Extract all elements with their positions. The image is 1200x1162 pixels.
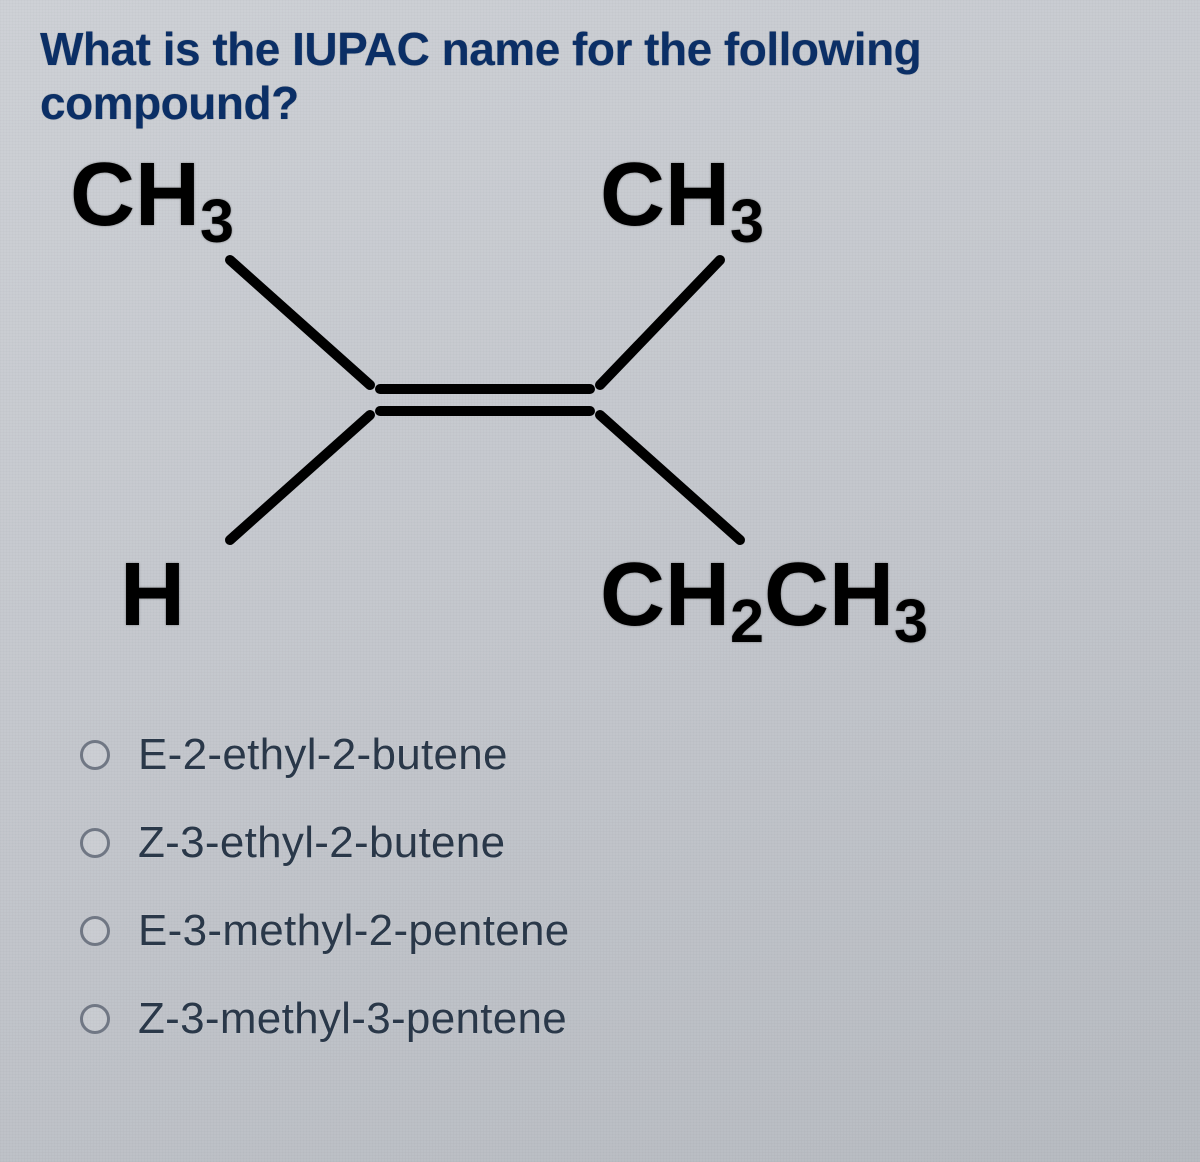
bond-top-left xyxy=(230,260,370,385)
atom-top-right: CH3 xyxy=(600,150,764,240)
option-b-label: Z-3-ethyl-2-butene xyxy=(138,818,505,868)
option-c[interactable]: E-3-methyl-2-pentene xyxy=(80,906,570,956)
option-d[interactable]: Z-3-methyl-3-pentene xyxy=(80,994,570,1044)
radio-icon[interactable] xyxy=(80,1004,110,1034)
atom-bottom-right: CH2CH3 xyxy=(600,550,928,640)
option-a[interactable]: E-2-ethyl-2-butene xyxy=(80,730,570,780)
question-text: What is the IUPAC name for the following… xyxy=(40,22,1170,130)
radio-icon[interactable] xyxy=(80,828,110,858)
option-d-label: Z-3-methyl-3-pentene xyxy=(138,994,567,1044)
radio-icon[interactable] xyxy=(80,740,110,770)
bond-bottom-left xyxy=(230,415,370,540)
option-b[interactable]: Z-3-ethyl-2-butene xyxy=(80,818,570,868)
radio-icon[interactable] xyxy=(80,916,110,946)
chemical-structure: CH3 CH3 H CH2CH3 xyxy=(60,150,1040,680)
answer-options: E-2-ethyl-2-butene Z-3-ethyl-2-butene E-… xyxy=(80,730,570,1082)
bond-bottom-right xyxy=(600,415,740,540)
option-a-label: E-2-ethyl-2-butene xyxy=(138,730,508,780)
atom-bottom-left: H xyxy=(120,550,185,640)
option-c-label: E-3-methyl-2-pentene xyxy=(138,906,570,956)
atom-top-left: CH3 xyxy=(70,150,234,240)
bond-top-right xyxy=(600,260,720,385)
